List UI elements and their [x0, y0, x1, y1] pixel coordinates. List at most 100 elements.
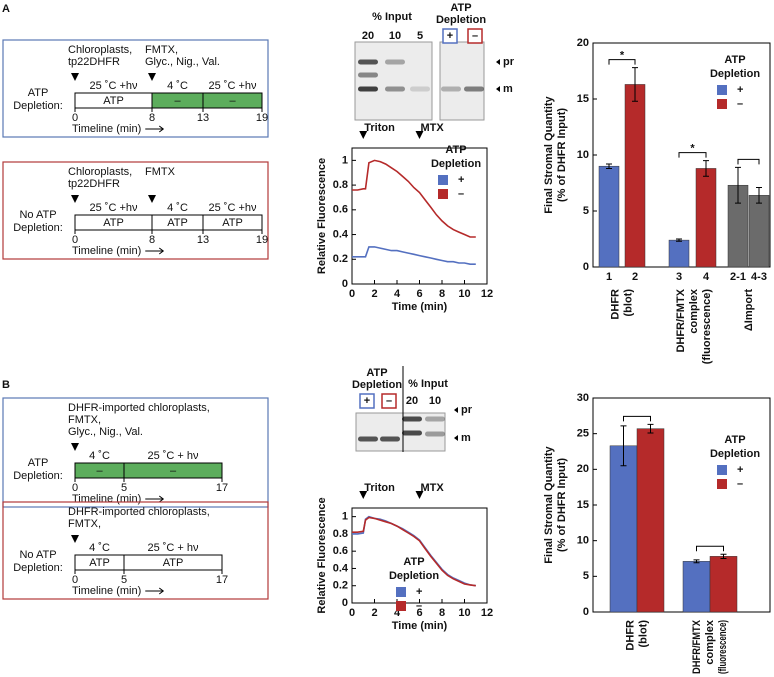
bar: [636, 428, 665, 613]
x-tick-label: 2: [371, 288, 377, 300]
condition-label: Depletion:: [13, 222, 63, 234]
y-tick-label: 0.4: [333, 562, 349, 574]
timeline-label: Timeline (min): [72, 585, 141, 597]
y-tick-label: 0.4: [333, 228, 349, 240]
series-line: [352, 159, 476, 238]
x-tick-label: 4: [394, 607, 401, 619]
diagram-frame: [2, 161, 269, 260]
legend-swatch: [717, 465, 727, 475]
condition-label: No ATP: [19, 209, 56, 221]
bar: [668, 239, 690, 268]
x-tick-label: 12: [481, 288, 493, 300]
error-bar: [632, 67, 638, 102]
error-bar: [756, 186, 762, 204]
error-bar: [606, 163, 612, 169]
legend-title: ATP: [724, 54, 745, 66]
gel-band: [441, 86, 461, 92]
gel-title: ATP: [366, 367, 387, 379]
box-label: ATP: [103, 95, 124, 107]
temperature-label: 25 ˚C +hν: [90, 80, 138, 92]
y-axis-label: Final Stromal Quantity: [543, 95, 555, 213]
x-axis-label: Time (min): [392, 301, 448, 313]
x-axis-label: Time (min): [392, 620, 448, 632]
y-tick-label: 0.6: [333, 204, 348, 216]
x-tick-label: 10: [458, 607, 470, 619]
error-bar: [703, 160, 709, 177]
timeline-tick-label: 19: [256, 112, 268, 124]
x-tick-label: 0: [349, 288, 355, 300]
timeline-arrow: [145, 247, 165, 255]
band-label: pr: [503, 56, 515, 68]
timeline-tick-label: 0: [72, 234, 78, 246]
y-tick-label: 0: [583, 606, 589, 618]
y-tick-label: 10: [577, 535, 589, 547]
diagram-frame: [2, 501, 269, 600]
x-tick-label: 12: [481, 607, 493, 619]
gel-band: [358, 86, 378, 92]
gel-title: % Input: [408, 378, 448, 390]
event-label: MTX: [421, 122, 445, 134]
x-tick-label: 6: [416, 288, 422, 300]
group-label: DHFR/FMTX: [675, 288, 687, 352]
timeline-tick-label: 13: [197, 234, 209, 246]
temperature-label: 4 ˚C: [167, 80, 188, 92]
band-pointer: [454, 435, 458, 441]
addition-label: FMTX: [145, 166, 176, 178]
addition-label: tp22DHFR: [68, 178, 120, 190]
y-tick-label: 5: [583, 205, 589, 217]
diagram-frame: [2, 397, 269, 508]
event-marker: [415, 491, 424, 499]
temperature-label: 4 ˚C: [167, 202, 188, 214]
legend-title: Depletion: [389, 570, 439, 582]
y-tick-label: 0: [583, 261, 589, 273]
band-label: pr: [461, 404, 473, 416]
y-axis-label: (% of DHFR Input): [556, 458, 568, 552]
bar: [748, 195, 770, 268]
gel-title: % Input: [372, 11, 412, 23]
y-tick-label: 0.8: [333, 528, 348, 540]
legend-title: Depletion: [710, 448, 760, 460]
gel-title: ATP: [450, 2, 471, 14]
legend-swatch: [396, 587, 406, 597]
lane-box: [359, 393, 375, 409]
error-bar: [620, 425, 627, 467]
error-bar: [676, 238, 682, 242]
band-pointer: [454, 407, 458, 413]
addition-label: FMTX,: [68, 414, 101, 426]
x-tick-label: 10: [458, 288, 470, 300]
lane-label: 20: [406, 395, 418, 407]
x-tick-label: 8: [439, 288, 445, 300]
timeline-box: [202, 214, 263, 231]
error-bar: [647, 423, 654, 434]
legend-label: –: [416, 600, 422, 612]
addition-label: FMTX,: [145, 44, 178, 56]
event-label: Triton: [364, 482, 395, 494]
y-tick-label: 30: [577, 392, 589, 404]
addition-label: FMTX,: [68, 518, 101, 530]
group-label: DHFR/FMTX: [691, 619, 703, 674]
temperature-label: 25 ˚C +hν: [209, 80, 257, 92]
lane-box: [467, 28, 483, 44]
bar: [624, 84, 646, 268]
timeline-arrow: [145, 495, 165, 503]
timeline-tick-label: 0: [72, 574, 78, 586]
gel-band: [402, 416, 422, 422]
timeline-tick-label: 8: [149, 234, 155, 246]
legend-title: Depletion: [431, 158, 481, 170]
series-line: [352, 246, 476, 265]
x-tick-label: 2-1: [730, 271, 746, 283]
bar: [709, 556, 738, 613]
addition-label: Chloroplasts,: [68, 44, 132, 56]
x-tick-label: 0: [349, 607, 355, 619]
event-label: Triton: [364, 122, 395, 134]
x-tick-label: 1: [606, 271, 612, 283]
timeline-label: Timeline (min): [72, 493, 141, 505]
lane-label: 5: [417, 30, 423, 42]
box-label: –: [170, 465, 177, 477]
y-tick-label: 0: [342, 278, 348, 290]
legend-label: +: [416, 586, 422, 598]
diagram-frame: [2, 39, 269, 138]
y-tick-label: 10: [577, 149, 589, 161]
y-tick-label: 20: [577, 37, 589, 49]
